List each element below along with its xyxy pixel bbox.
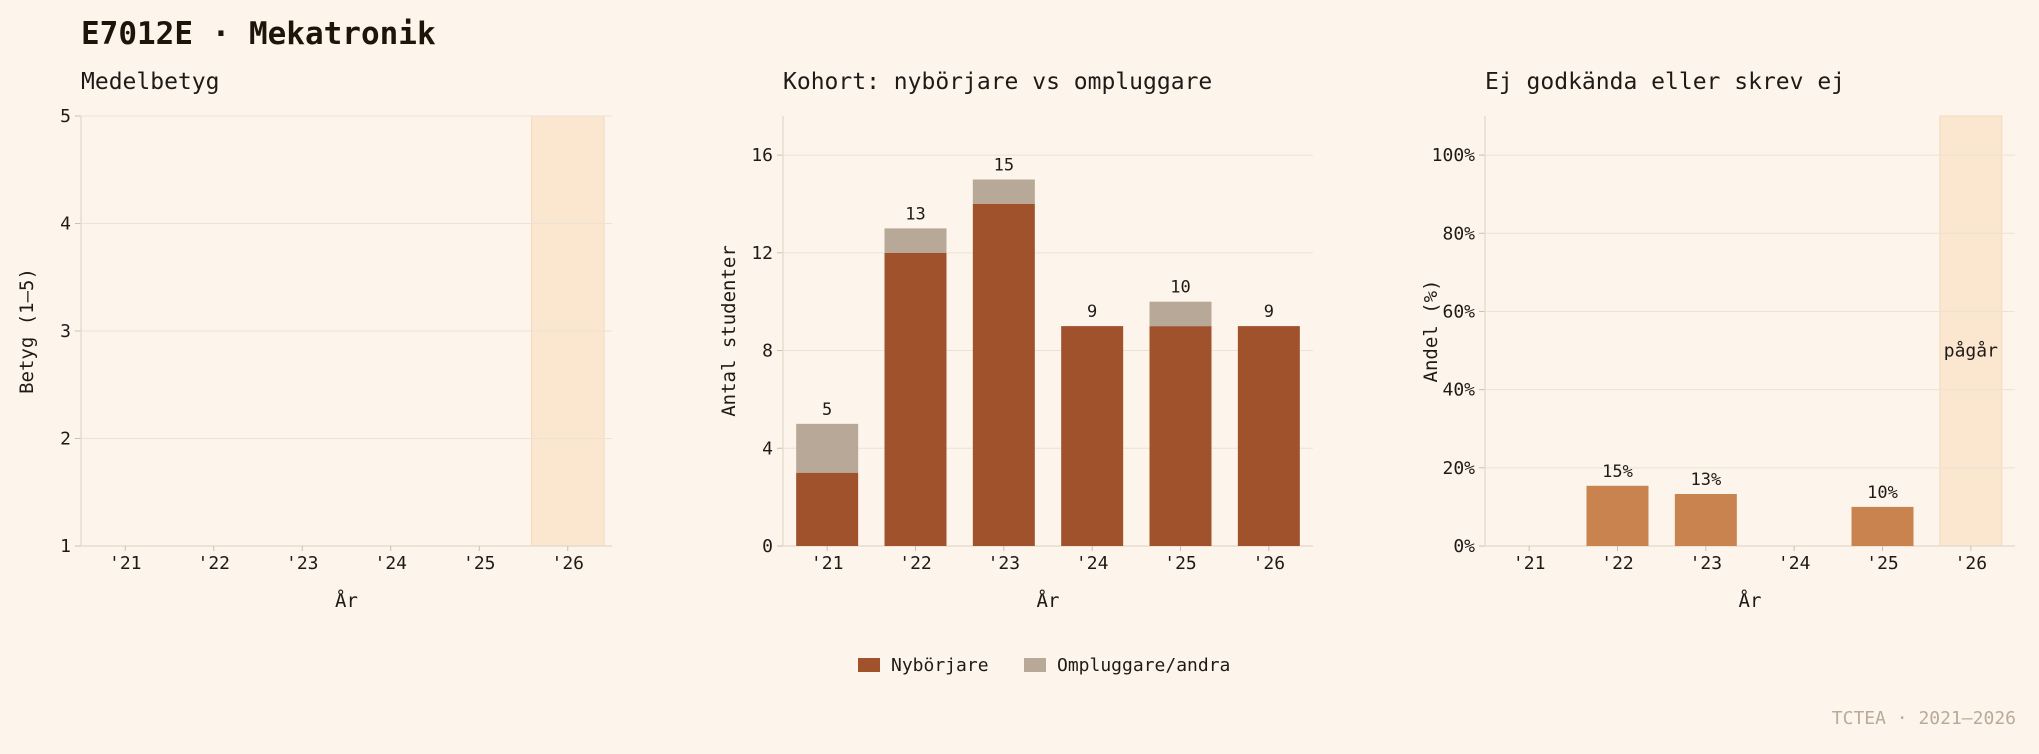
y-axis-label: Andel (%) bbox=[1420, 280, 1442, 383]
x-tick-label: '26 bbox=[1955, 553, 1988, 574]
bar-ompluggare bbox=[972, 179, 1035, 204]
chart-title: Medelbetyg bbox=[81, 69, 219, 95]
bar-nybörjare bbox=[884, 252, 947, 546]
legend-swatch-ompluggare bbox=[1024, 658, 1046, 672]
footer-credit: TCTEA · 2021–2026 bbox=[1831, 708, 2016, 729]
x-tick-label: '23 bbox=[286, 553, 319, 574]
legend: Nybörjare Ompluggare/andra bbox=[858, 655, 1230, 676]
y-tick-label: 5 bbox=[60, 106, 71, 127]
y-tick-label: 40% bbox=[1442, 380, 1475, 401]
y-tick-label: 4 bbox=[762, 438, 773, 459]
ongoing-label: pågår bbox=[1944, 341, 1998, 362]
bar-nybörjare bbox=[796, 472, 859, 546]
x-axis-label: År bbox=[335, 589, 358, 612]
chart-title: Kohort: nybörjare vs ompluggare bbox=[783, 69, 1212, 95]
y-tick-label: 80% bbox=[1442, 223, 1475, 244]
y-tick-label: 100% bbox=[1432, 145, 1476, 166]
bar-fail-rate bbox=[1851, 506, 1914, 546]
bar-value-label: 13% bbox=[1690, 470, 1721, 490]
x-tick-label: '25 bbox=[1164, 553, 1197, 574]
bar-total-label: 15 bbox=[994, 156, 1014, 176]
bar-fail-rate bbox=[1674, 494, 1737, 546]
page-title: E7012E · Mekatronik bbox=[81, 16, 436, 52]
chart-title: Ej godkända eller skrev ej bbox=[1485, 69, 1845, 95]
x-tick-label: '21 bbox=[109, 553, 142, 574]
x-tick-label: '22 bbox=[899, 553, 932, 574]
ongoing-band bbox=[1939, 115, 2003, 547]
legend-label: Nybörjare bbox=[891, 655, 989, 676]
x-axis-label: År bbox=[1739, 589, 1762, 612]
legend-label: Ompluggare/andra bbox=[1057, 655, 1230, 676]
x-tick-label: '21 bbox=[811, 553, 844, 574]
bar-value-label: 10% bbox=[1867, 483, 1898, 503]
chart-grade: Medelbetyg 1 2 3 4 5 '21 '22 '23 '24 '25 '26 År Betyg… bbox=[16, 69, 612, 612]
x-tick-label: '23 bbox=[1690, 553, 1723, 574]
chart-fail: Ej godkända eller skrev ej 0% 20% 40% 60% 80%… bbox=[1420, 69, 2015, 612]
x-tick-label: '26 bbox=[1253, 553, 1286, 574]
x-tick-label: '24 bbox=[1076, 553, 1109, 574]
y-tick-label: 8 bbox=[762, 341, 773, 362]
x-tick-label: '26 bbox=[551, 553, 584, 574]
y-tick-label: 1 bbox=[60, 536, 71, 557]
bar-nybörjare bbox=[972, 203, 1035, 547]
y-tick-label: 20% bbox=[1442, 458, 1475, 479]
x-tick-label: '25 bbox=[1866, 553, 1899, 574]
x-tick-label: '21 bbox=[1513, 553, 1546, 574]
bar-total-label: 10 bbox=[1170, 278, 1190, 298]
y-axis-label: Betyg (1–5) bbox=[16, 268, 38, 394]
y-tick-label: 3 bbox=[60, 321, 71, 342]
y-axis-label: Antal studenter bbox=[718, 245, 740, 417]
bar-nybörjare bbox=[1149, 326, 1212, 546]
bar-nybörjare bbox=[1061, 326, 1124, 546]
bar-total-label: 9 bbox=[1264, 302, 1274, 322]
bar-fail-rate bbox=[1586, 485, 1649, 546]
bar-value-label: 15% bbox=[1602, 462, 1633, 482]
bar-total-label: 9 bbox=[1087, 302, 1097, 322]
x-tick-label: '24 bbox=[1778, 553, 1811, 574]
y-tick-label: 60% bbox=[1442, 301, 1475, 322]
bar-ompluggare bbox=[884, 228, 947, 253]
y-tick-label: 2 bbox=[60, 429, 71, 450]
x-axis-label: År bbox=[1037, 589, 1060, 612]
y-tick-label: 4 bbox=[60, 214, 71, 235]
y-tick-label: 0 bbox=[762, 536, 773, 557]
y-tick-label: 12 bbox=[751, 243, 773, 264]
x-tick-label: '24 bbox=[374, 553, 407, 574]
x-tick-label: '25 bbox=[463, 553, 496, 574]
bar-ompluggare bbox=[796, 423, 859, 473]
y-tick-label: 0% bbox=[1453, 536, 1475, 557]
bar-total-label: 13 bbox=[905, 204, 925, 224]
bar-ompluggare bbox=[1149, 301, 1212, 327]
y-tick-label: 16 bbox=[751, 145, 773, 166]
x-tick-label: '23 bbox=[988, 553, 1021, 574]
bar-total-label: 5 bbox=[822, 400, 832, 420]
legend-swatch-nybörjare bbox=[858, 658, 880, 672]
bar-nybörjare bbox=[1237, 326, 1300, 546]
x-tick-label: '22 bbox=[197, 553, 230, 574]
x-tick-label: '22 bbox=[1601, 553, 1634, 574]
chart-cohort: Kohort: nybörjare vs ompluggare 0 4 8 12 16 '2… bbox=[718, 69, 1313, 612]
